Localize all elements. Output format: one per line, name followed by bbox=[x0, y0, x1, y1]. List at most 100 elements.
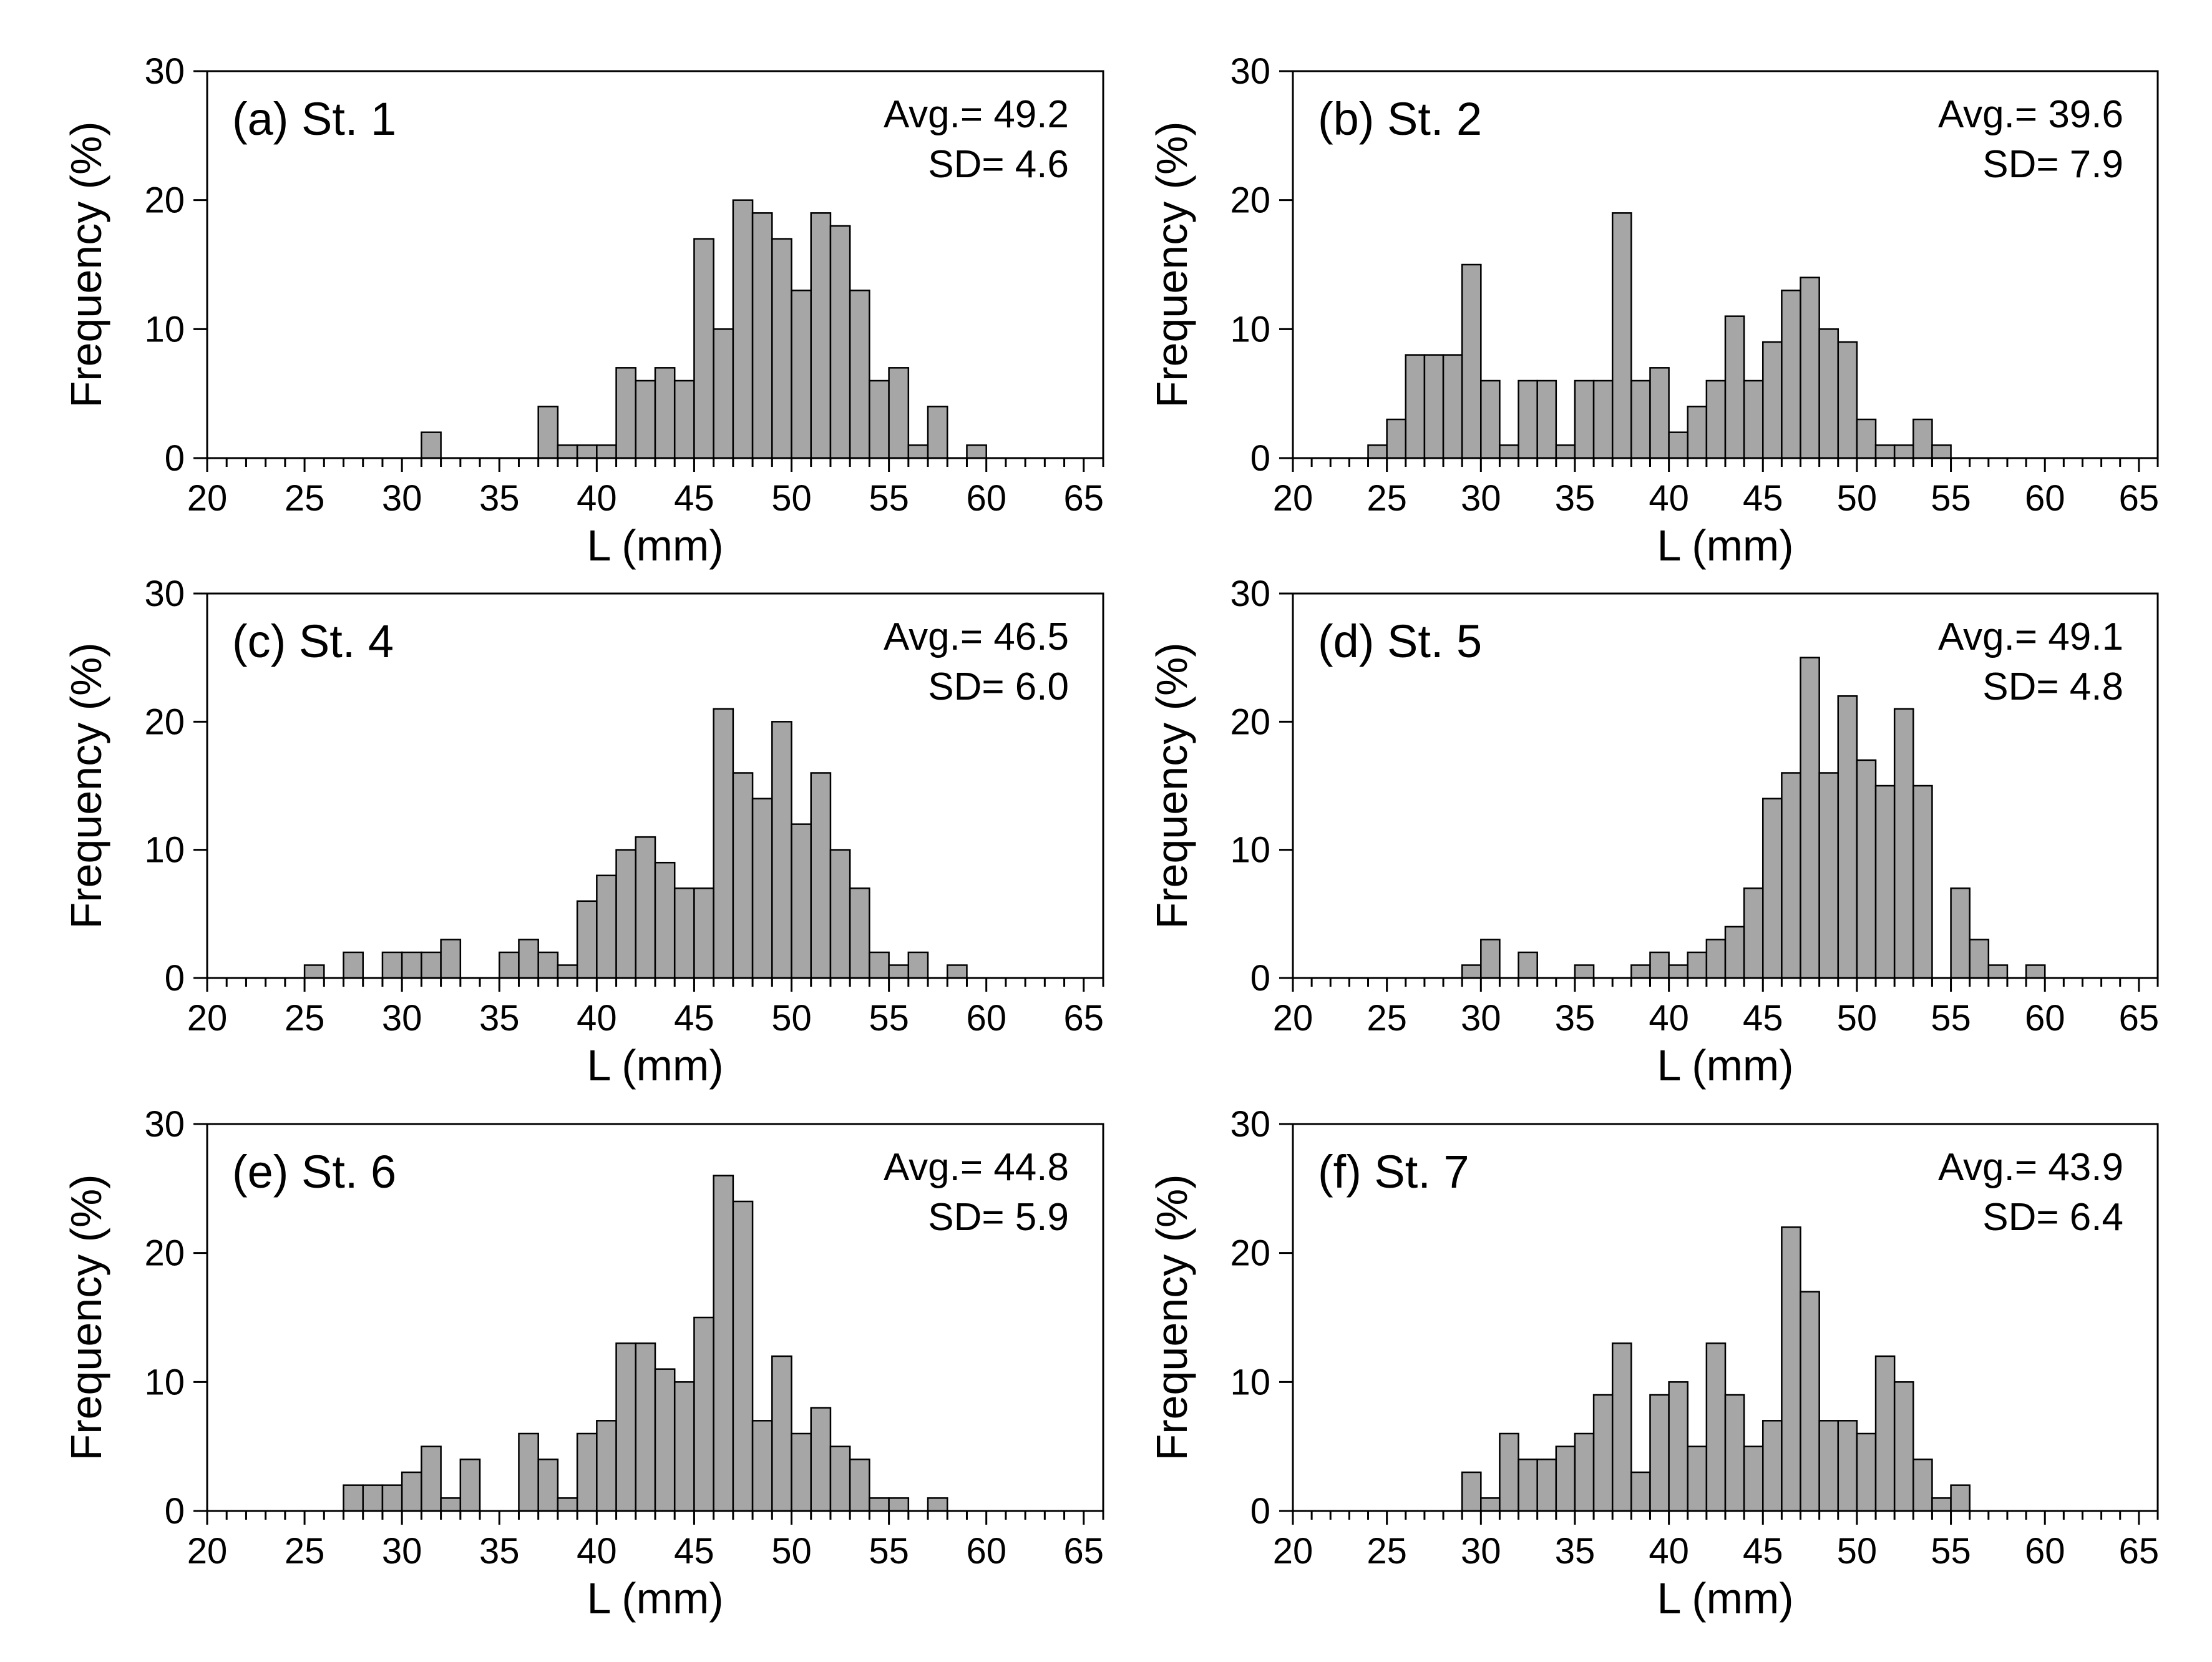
histogram-bar bbox=[635, 1342, 656, 1512]
histogram-bar bbox=[1856, 759, 1877, 979]
histogram-bar bbox=[713, 328, 734, 459]
x-axis-title: L (mm) bbox=[587, 1574, 723, 1623]
x-axis-title: L (mm) bbox=[1657, 521, 1793, 570]
x-tick-label: 55 bbox=[869, 998, 909, 1039]
x-tick-label: 30 bbox=[382, 1531, 422, 1572]
x-tick-label: 40 bbox=[577, 478, 617, 519]
x-tick-label: 40 bbox=[1649, 1531, 1689, 1572]
histogram-panel-5: 20 25 30 35 40 45 50 55 60 65 0 10 20 30 L (mm) Frequen… bbox=[62, 1104, 1104, 1623]
y-tick-label: 30 bbox=[1230, 1104, 1270, 1145]
x-tick-label: 20 bbox=[187, 478, 228, 519]
histogram-bar bbox=[421, 951, 442, 979]
histogram-bar bbox=[1931, 1497, 1952, 1512]
histogram-bar bbox=[1592, 1394, 1614, 1512]
x-tick-label: 50 bbox=[1837, 478, 1878, 519]
x-tick-label: 20 bbox=[1273, 478, 1313, 519]
histogram-bar bbox=[303, 964, 325, 979]
x-tick-label: 55 bbox=[1931, 478, 1971, 519]
histogram-bar bbox=[1423, 354, 1445, 459]
x-axis-title: L (mm) bbox=[587, 1041, 723, 1090]
histogram-bar bbox=[557, 964, 578, 979]
x-tick-label: 50 bbox=[1837, 1531, 1878, 1572]
x-tick-label: 40 bbox=[577, 998, 617, 1039]
histogram-bar bbox=[673, 379, 695, 459]
y-tick-label: 0 bbox=[165, 1491, 185, 1532]
x-tick-label: 45 bbox=[1743, 1531, 1783, 1572]
x-tick-label: 35 bbox=[479, 998, 520, 1039]
histogram-bar bbox=[907, 951, 929, 979]
x-tick-label: 60 bbox=[966, 478, 1006, 519]
histogram-bar bbox=[1499, 444, 1519, 459]
histogram-bar bbox=[576, 444, 598, 459]
x-tick-label: 65 bbox=[2119, 1531, 2160, 1572]
y-tick-label: 10 bbox=[1230, 1362, 1270, 1402]
histogram-bar bbox=[440, 1497, 462, 1512]
x-tick-label: 50 bbox=[771, 998, 812, 1039]
x-tick-label: 45 bbox=[674, 998, 714, 1039]
histogram-bar bbox=[343, 951, 364, 979]
histogram-bar bbox=[1762, 798, 1783, 979]
x-tick-label: 40 bbox=[577, 1531, 617, 1572]
x-tick-label: 60 bbox=[966, 1531, 1006, 1572]
histogram-bar bbox=[1950, 887, 1971, 979]
histogram-bar bbox=[537, 951, 559, 979]
histogram-bar bbox=[1781, 1226, 1801, 1512]
histogram-bar bbox=[1555, 444, 1576, 459]
histogram-bar bbox=[518, 939, 539, 979]
y-tick-label: 10 bbox=[1230, 830, 1270, 871]
histogram-bar bbox=[1912, 418, 1933, 459]
histogram-bar bbox=[596, 1420, 617, 1512]
x-tick-label: 25 bbox=[1367, 478, 1407, 519]
y-tick-label: 30 bbox=[1230, 574, 1270, 614]
histogram-bar bbox=[791, 1432, 812, 1512]
x-tick-label: 30 bbox=[1461, 998, 1501, 1039]
histogram-bar bbox=[381, 1484, 403, 1512]
histogram-bar bbox=[810, 772, 832, 979]
histogram-bar bbox=[1893, 708, 1914, 979]
x-tick-label: 50 bbox=[771, 1531, 812, 1572]
histogram-bar bbox=[1874, 444, 1896, 459]
x-tick-label: 55 bbox=[1931, 1531, 1971, 1572]
histogram-bar bbox=[459, 1459, 481, 1512]
x-tick-label: 65 bbox=[1064, 1531, 1104, 1572]
histogram-bar bbox=[1724, 1394, 1745, 1512]
histogram-bar bbox=[751, 1420, 773, 1512]
histogram-bar bbox=[829, 1445, 851, 1512]
histogram-bar bbox=[557, 444, 578, 459]
histogram-bar bbox=[1912, 785, 1933, 979]
histogram-bar bbox=[1781, 772, 1801, 979]
x-tick-label: 30 bbox=[382, 478, 422, 519]
histogram-bar bbox=[1743, 887, 1764, 979]
panel-label: (f) St. 7 bbox=[1318, 1146, 1469, 1198]
y-axis-title: Frequency (%) bbox=[62, 121, 110, 408]
histogram-bar bbox=[1705, 939, 1727, 979]
histogram-bar bbox=[1893, 444, 1914, 459]
histogram-bar bbox=[576, 1432, 598, 1512]
histogram-bar bbox=[1837, 341, 1858, 459]
x-tick-label: 35 bbox=[1555, 478, 1596, 519]
histogram-bar bbox=[1668, 964, 1688, 979]
x-tick-label: 35 bbox=[1555, 998, 1596, 1039]
y-tick-label: 20 bbox=[144, 180, 185, 221]
histogram-bar bbox=[557, 1497, 578, 1512]
histogram-bar bbox=[693, 1316, 714, 1512]
x-tick-label: 65 bbox=[1064, 998, 1104, 1039]
histogram-bar bbox=[1480, 1497, 1501, 1512]
y-tick-label: 30 bbox=[144, 51, 185, 92]
histogram-bar bbox=[888, 1497, 910, 1512]
histogram-bar bbox=[1705, 379, 1727, 459]
x-tick-label: 45 bbox=[1743, 478, 1783, 519]
histogram-bar bbox=[1367, 444, 1388, 459]
average-annotation: Avg.= 44.8 bbox=[884, 1146, 1069, 1189]
panel-label: (d) St. 5 bbox=[1318, 615, 1482, 667]
x-tick-label: 35 bbox=[479, 1531, 520, 1572]
histogram-bar bbox=[1856, 1432, 1877, 1512]
histogram-bar bbox=[1574, 1432, 1595, 1512]
histogram-bar bbox=[1687, 406, 1708, 459]
sd-annotation: SD= 7.9 bbox=[1982, 143, 2123, 186]
histogram-bar bbox=[1800, 276, 1820, 459]
histogram-bar bbox=[576, 900, 598, 979]
histogram-bar bbox=[1762, 1420, 1783, 1512]
histogram-bar bbox=[1705, 1342, 1727, 1512]
histogram-bar bbox=[771, 238, 792, 459]
